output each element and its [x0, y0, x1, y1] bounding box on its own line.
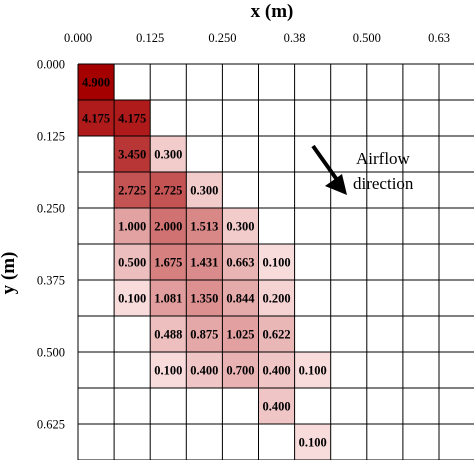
cell-value-label: 0.300 — [190, 184, 218, 198]
heatmap-cell — [294, 424, 331, 460]
cell-value-label: 0.100 — [262, 256, 290, 270]
heatmap-cell — [258, 244, 295, 280]
heatmap-cell — [150, 136, 187, 172]
cell-value-label: 0.400 — [190, 364, 218, 378]
heatmap-cell — [186, 316, 223, 352]
heatmap-cell — [150, 172, 187, 208]
cell-value-label: 1.081 — [154, 292, 182, 306]
arrow-head-icon — [325, 174, 347, 195]
heatmap-cell — [150, 280, 187, 316]
grid-layer — [77, 63, 474, 460]
y-tick-label: 0.000 — [37, 58, 65, 72]
heatmap-cell — [114, 172, 151, 208]
cell-value-label: 0.622 — [262, 328, 290, 342]
cell-value-label: 1.350 — [190, 292, 218, 306]
heatmap-cell — [150, 208, 187, 244]
heatmap-cell — [186, 208, 223, 244]
cell-value-label: 2.725 — [118, 184, 146, 198]
cell-value-label: 2.000 — [154, 220, 182, 234]
x-tick-label: 0.38 — [284, 31, 306, 45]
heatmap-cell — [294, 352, 331, 388]
cell-value-label: 1.431 — [190, 256, 218, 270]
cell-value-label: 0.663 — [226, 256, 254, 270]
heatmap-cell — [222, 208, 259, 244]
cell-value-label: 0.500 — [118, 256, 146, 270]
heatmap-cell — [258, 388, 295, 424]
cell-value-label: 0.200 — [262, 292, 290, 306]
heatmap-cell — [222, 280, 259, 316]
cell-value-label: 0.875 — [190, 328, 218, 342]
heatmap-cell — [78, 100, 115, 136]
heatmap-cell — [258, 280, 295, 316]
cell-value-label: 0.700 — [226, 364, 254, 378]
cell-value-label: 0.300 — [226, 220, 254, 234]
heatmap-cell — [150, 352, 187, 388]
heatmap-cell — [258, 352, 295, 388]
x-tick-label: 0.63 — [428, 31, 450, 45]
cell-value-label: 0.100 — [299, 364, 327, 378]
y-axis-title: y (m) — [0, 252, 19, 295]
heatmap-cell — [258, 316, 295, 352]
airflow-label-line1: Airflow — [356, 149, 411, 168]
cell-value-label: 4.175 — [82, 112, 110, 126]
cell-value-label: 1.675 — [154, 256, 182, 270]
cell-value-label: 0.100 — [154, 364, 182, 378]
cell-value-label: 2.725 — [154, 184, 182, 198]
heatmap-cell — [222, 316, 259, 352]
y-tick-label: 0.125 — [37, 130, 65, 144]
cell-value-label: 0.100 — [299, 436, 327, 450]
heatmap-cell — [186, 172, 223, 208]
cell-value-label: 0.400 — [262, 364, 290, 378]
cell-value-label: 1.000 — [118, 220, 146, 234]
cell-value-label: 0.300 — [154, 148, 182, 162]
cells-layer — [78, 64, 331, 460]
arrow-down-right-icon — [311, 144, 342, 186]
cell-value-label: 4.900 — [82, 76, 110, 90]
x-tick-label: 0.125 — [136, 31, 164, 45]
heatmap-cell — [150, 244, 187, 280]
heatmap-cell — [186, 244, 223, 280]
x-tick-label: 0.250 — [208, 31, 236, 45]
cell-value-label: 4.175 — [118, 112, 146, 126]
heatmap-cell — [114, 280, 151, 316]
airflow-annotation: Airflow direction — [311, 144, 414, 195]
cell-value-label: 1.513 — [190, 220, 218, 234]
tick-labels-layer: 0.000 0.125 0.250 0.38 0.500 0.63 0.000 0.125 0.… — [37, 31, 450, 432]
airflow-label-line2: direction — [353, 174, 414, 193]
heatmap-cell — [114, 244, 151, 280]
cell-labels-layer: 4.900 4.175 4.175 3.450 0.300 2.725 2.725 0.300… — [82, 76, 327, 450]
x-tick-label: 0.000 — [64, 31, 92, 45]
heatmap-cell — [222, 352, 259, 388]
cell-value-label: 1.025 — [226, 328, 254, 342]
y-tick-label: 0.500 — [37, 346, 65, 360]
y-tick-label: 0.375 — [37, 274, 65, 288]
heatmap-cell — [222, 244, 259, 280]
x-tick-label: 0.500 — [353, 31, 381, 45]
heatmap-cell — [186, 352, 223, 388]
x-axis-title: x (m) — [251, 1, 294, 22]
heatmap-cell — [150, 316, 187, 352]
y-tick-label: 0.250 — [37, 202, 65, 216]
cell-value-label: 0.100 — [118, 292, 146, 306]
heatmap-cell — [78, 64, 115, 100]
cell-value-label: 3.450 — [118, 148, 146, 162]
heatmap-cell — [186, 280, 223, 316]
cell-value-label: 0.400 — [262, 400, 290, 414]
heatmap-cell — [114, 136, 151, 172]
heatmap-cell — [114, 208, 151, 244]
cell-value-label: 0.488 — [154, 328, 182, 342]
cell-value-label: 0.844 — [226, 292, 255, 306]
y-tick-label: 0.625 — [37, 418, 65, 432]
heatmap-cell — [114, 100, 151, 136]
